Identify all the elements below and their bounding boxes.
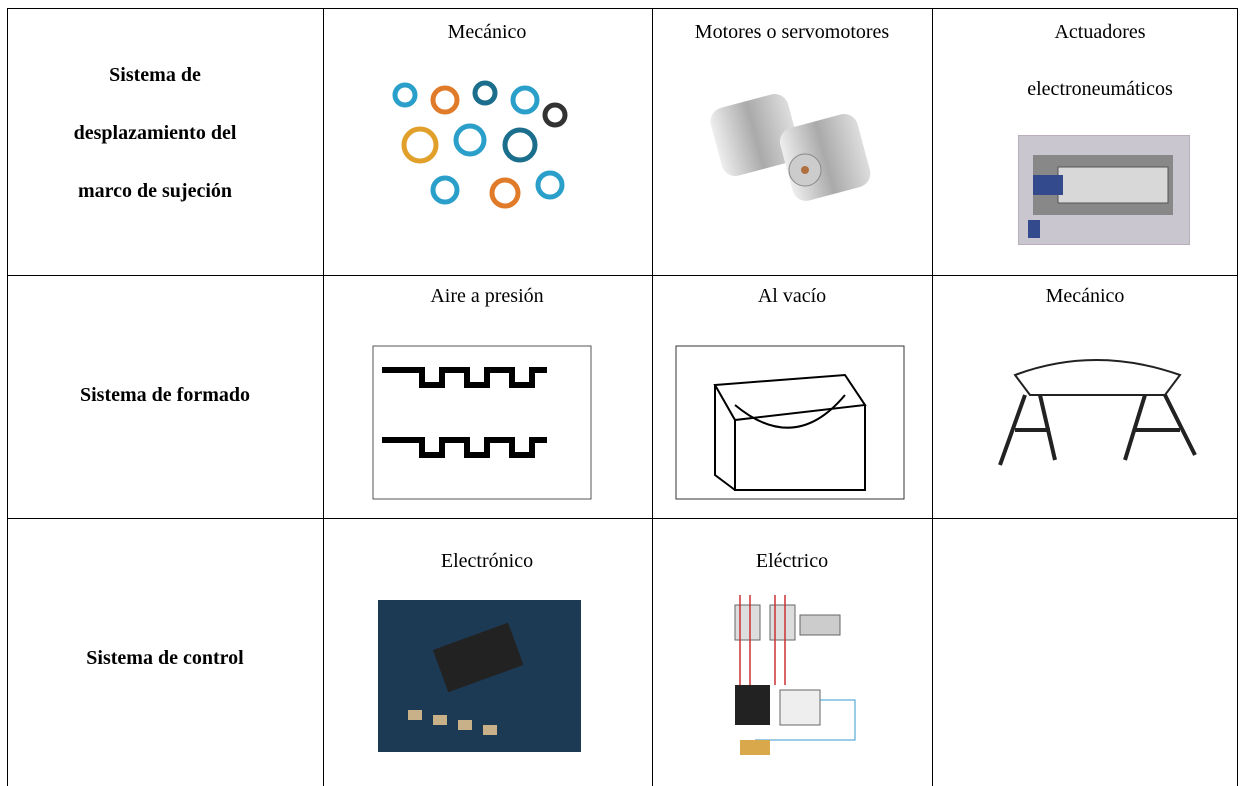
border [1237, 8, 1238, 786]
border [932, 8, 933, 786]
electrical-diagram [725, 590, 870, 765]
option-title: Al vacío [757, 285, 827, 307]
border [323, 8, 324, 786]
row-label: Sistema de formado [80, 384, 250, 406]
option-title: Electrónico [440, 550, 534, 572]
vacuum-diagram [675, 345, 905, 500]
gears-image [392, 80, 568, 209]
electronic-image [378, 600, 581, 752]
motors-image [710, 93, 871, 201]
border [7, 8, 8, 786]
border [7, 8, 1238, 9]
option-title: Mecánico [1045, 285, 1125, 307]
row-label: Sistema de control [86, 647, 244, 669]
option-title: Motores o servomotores [694, 21, 890, 43]
actuator-image [1018, 135, 1190, 245]
option-title: Eléctrico [755, 550, 829, 572]
option-title: Actuadores electroneumáticos [1027, 21, 1173, 100]
border [7, 275, 1238, 276]
option-title: Mecánico [447, 21, 527, 43]
row-label: Sistema de desplazamiento del marco de s… [73, 64, 237, 202]
mechanical-former-image [998, 359, 1197, 466]
pressure-diagram [372, 345, 592, 500]
option-title: Aire a presión [430, 285, 544, 307]
border [7, 518, 1238, 519]
border [652, 8, 653, 786]
